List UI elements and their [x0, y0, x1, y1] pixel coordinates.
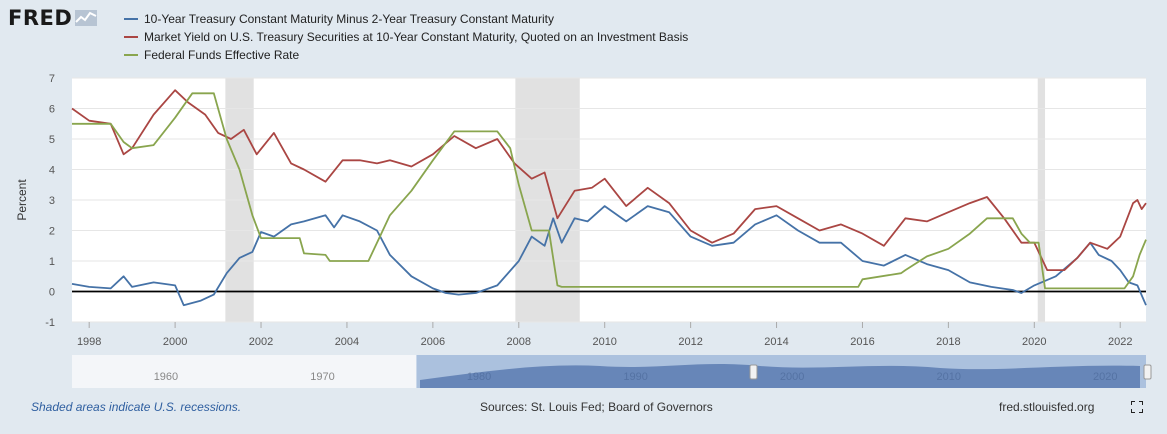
- y-tick-label: 1: [49, 256, 55, 268]
- legend-swatch: [124, 54, 138, 56]
- navigator-area-series: [420, 364, 1140, 388]
- x-tick-label: 2022: [1108, 336, 1132, 348]
- y-tick-label: 2: [49, 226, 55, 238]
- navigator[interactable]: 1960197019801990200020102020: [72, 355, 1152, 388]
- recession-note: Shaded areas indicate U.S. recessions.: [31, 400, 242, 414]
- x-tick-label: 2014: [764, 336, 788, 348]
- y-tick-label: 6: [49, 104, 55, 116]
- y-tick-label: 3: [49, 195, 55, 207]
- x-tick-label: 2016: [850, 336, 874, 348]
- x-axis-ticks: 1998 2000 2002 2004 2006 2008 2010 2012 2014 2016…: [77, 322, 1132, 348]
- legend-item-t10y2y[interactable]: 10-Year Treasury Constant Maturity Minus…: [124, 10, 688, 28]
- fred-logo[interactable]: FRED: [8, 6, 100, 30]
- y-axis-label: Percent: [15, 179, 29, 221]
- series-line-1[interactable]: [71, 205, 1147, 307]
- legend-item-fedfunds[interactable]: Federal Funds Effective Rate: [124, 46, 688, 64]
- x-tick-label: 2008: [507, 336, 531, 348]
- y-tick-label: 5: [49, 134, 55, 146]
- legend-label: Federal Funds Effective Rate: [144, 48, 300, 62]
- sources-text: Sources: St. Louis Fed; Board of Governo…: [480, 400, 713, 414]
- legend: 10-Year Treasury Constant Maturity Minus…: [124, 10, 688, 64]
- x-tick-label: 2020: [1022, 336, 1046, 348]
- fred-logo-text: FRED: [8, 6, 73, 30]
- y-tick-label: 4: [49, 165, 55, 177]
- y-tick-label: -1: [45, 317, 55, 329]
- navigator-tick-label: 1970: [310, 371, 334, 383]
- x-tick-label: 1998: [77, 336, 101, 348]
- legend-label: Market Yield on U.S. Treasury Securities…: [144, 30, 689, 44]
- y-tick-label: 0: [49, 287, 55, 299]
- legend-label: 10-Year Treasury Constant Maturity Minus…: [144, 12, 554, 26]
- legend-swatch: [124, 18, 138, 20]
- site-url-link[interactable]: fred.stlouisfed.org: [999, 400, 1095, 414]
- x-tick-label: 2002: [249, 336, 273, 348]
- y-axis-ticks: -1 0 1 2 3 4 5 6 7: [45, 73, 55, 329]
- navigator-tick-label: 1960: [154, 371, 178, 383]
- x-tick-label: 2006: [421, 336, 445, 348]
- y-tick-label: 7: [49, 73, 55, 85]
- fullscreen-icon[interactable]: [1131, 401, 1143, 413]
- series-group: [71, 89, 1147, 307]
- navigator-handle-left[interactable]: [749, 364, 758, 380]
- x-tick-label: 2018: [936, 336, 960, 348]
- x-tick-label: 2012: [678, 336, 702, 348]
- chart-logo-icon: [75, 10, 98, 26]
- legend-swatch: [124, 36, 138, 38]
- series-line-2[interactable]: [71, 89, 1147, 271]
- x-tick-label: 2000: [163, 336, 187, 348]
- x-tick-label: 2004: [335, 336, 359, 348]
- series-line-3[interactable]: [72, 92, 1147, 290]
- navigator-handle-right[interactable]: [1143, 364, 1152, 380]
- legend-item-dgs10[interactable]: Market Yield on U.S. Treasury Securities…: [124, 28, 688, 46]
- x-tick-label: 2010: [592, 336, 616, 348]
